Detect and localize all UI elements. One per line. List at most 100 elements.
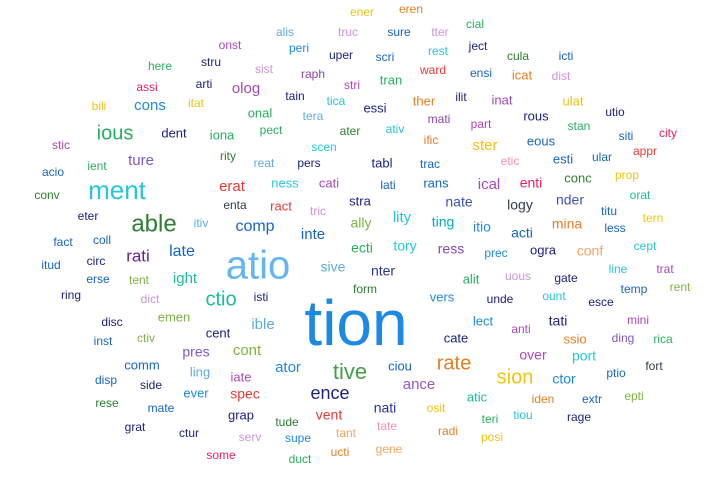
cloud-word-ater: ater xyxy=(340,124,361,138)
cloud-word-ting: ting xyxy=(432,214,455,230)
cloud-word-cula: cula xyxy=(507,49,529,63)
cloud-word-itiv: itiv xyxy=(194,216,209,230)
cloud-word-rous: rous xyxy=(523,108,549,123)
cloud-word-ilit: ilit xyxy=(455,90,467,104)
cloud-word-inat: inat xyxy=(492,92,513,107)
cloud-word-late: late xyxy=(169,243,195,260)
cloud-word-trat: trat xyxy=(656,262,674,276)
cloud-word-ctio: ctio xyxy=(205,288,236,310)
cloud-word-serv: serv xyxy=(239,430,262,444)
cloud-word-itio: itio xyxy=(473,219,491,235)
cloud-word-circ: circ xyxy=(87,254,106,268)
cloud-word-side: side xyxy=(140,378,162,392)
cloud-word-grap: grap xyxy=(228,407,254,422)
cloud-word-ious: ious xyxy=(97,122,134,144)
cloud-word-cent: cent xyxy=(206,325,231,340)
cloud-word-ount: ount xyxy=(542,289,566,303)
cloud-word-ucti: ucti xyxy=(331,445,350,459)
cloud-word-logy: logy xyxy=(507,197,533,213)
cloud-word-dist: dist xyxy=(552,69,571,83)
cloud-word-inte: inte xyxy=(301,226,325,243)
cloud-word-lity: lity xyxy=(393,209,412,226)
cloud-word-tric: tric xyxy=(310,204,326,218)
cloud-word-vers: vers xyxy=(430,289,455,304)
cloud-word-ther: ther xyxy=(413,93,436,108)
cloud-word-comm: comm xyxy=(124,357,159,372)
cloud-word-rest: rest xyxy=(428,44,449,58)
cloud-word-unde: unde xyxy=(487,292,514,306)
cloud-word-onal: onal xyxy=(248,105,273,120)
cloud-word-eter: eter xyxy=(78,209,99,223)
cloud-word-uous: uous xyxy=(505,269,531,283)
cloud-word-teri: teri xyxy=(482,412,499,426)
cloud-word-city: city xyxy=(659,126,677,140)
cloud-word-tate: tate xyxy=(377,419,397,433)
cloud-word-line: line xyxy=(609,262,628,276)
cloud-word-here: here xyxy=(148,59,172,73)
cloud-word-titu: titu xyxy=(601,204,617,218)
cloud-word-coll: coll xyxy=(93,233,111,247)
cloud-word-stan: stan xyxy=(568,119,591,133)
cloud-word-lect: lect xyxy=(473,313,494,328)
cloud-word-onst: onst xyxy=(219,38,242,52)
cloud-word-supe: supe xyxy=(285,431,311,445)
cloud-word-ress: ress xyxy=(438,241,464,257)
cloud-word-posi: posi xyxy=(481,430,503,444)
cloud-word-tain: tain xyxy=(285,89,304,103)
cloud-word-enta: enta xyxy=(223,198,247,212)
cloud-word-mina: mina xyxy=(552,216,583,232)
cloud-word-ling: ling xyxy=(190,364,210,379)
cloud-word-ular: ular xyxy=(592,150,612,164)
cloud-word-trac: trac xyxy=(420,157,440,171)
cloud-word-tude: tude xyxy=(275,415,299,429)
cloud-word-comp: comp xyxy=(235,218,274,235)
cloud-word-tabl: tabl xyxy=(372,155,393,170)
cloud-word-ract: ract xyxy=(270,198,292,213)
cloud-word-peri: peri xyxy=(289,41,309,55)
cloud-word-ensi: ensi xyxy=(470,66,492,80)
cloud-word-disp: disp xyxy=(95,373,117,387)
cloud-word-rans: rans xyxy=(423,175,449,190)
cloud-word-ctiv: ctiv xyxy=(137,331,155,345)
cloud-word-anti: anti xyxy=(511,322,530,336)
cloud-word-ciou: ciou xyxy=(388,358,412,373)
cloud-word-alis: alis xyxy=(276,25,294,39)
cloud-word-orat: orat xyxy=(630,188,651,202)
cloud-word-tiou: tiou xyxy=(513,408,532,422)
cloud-word-nder: nder xyxy=(556,192,584,208)
cloud-word-prop: prop xyxy=(615,168,639,182)
cloud-word-ment: ment xyxy=(88,175,147,205)
cloud-word-ecti: ecti xyxy=(351,240,373,256)
cloud-word-siti: siti xyxy=(619,129,634,143)
cloud-word-atio: atio xyxy=(226,244,291,288)
cloud-word-tive: tive xyxy=(333,359,367,384)
cloud-word-raph: raph xyxy=(301,67,325,81)
cloud-word-ator: ator xyxy=(275,359,301,376)
cloud-word-rica: rica xyxy=(653,332,673,346)
cloud-word-esce: esce xyxy=(588,295,614,309)
cloud-word-cial: cial xyxy=(466,17,484,31)
cloud-word-ally: ally xyxy=(350,215,371,231)
cloud-word-olog: olog xyxy=(232,80,260,97)
cloud-word-gene: gene xyxy=(376,442,403,456)
cloud-word-less: less xyxy=(604,221,625,235)
cloud-word-scen: scen xyxy=(311,140,336,154)
cloud-word-ible: ible xyxy=(251,316,274,333)
cloud-word-epti: epti xyxy=(624,389,643,403)
cloud-word-iate: iate xyxy=(231,369,252,384)
cloud-word-tera: tera xyxy=(303,109,324,123)
cloud-word-itud: itud xyxy=(41,258,60,272)
cloud-word-icti: icti xyxy=(559,49,574,63)
cloud-word-conf: conf xyxy=(577,243,604,259)
cloud-word-rage: rage xyxy=(567,410,591,424)
cloud-word-tant: tant xyxy=(336,426,357,440)
cloud-word-nter: nter xyxy=(371,263,395,279)
cloud-word-cate: cate xyxy=(444,330,469,345)
cloud-word-ical: ical xyxy=(478,176,501,193)
cloud-word-sion: sion xyxy=(497,366,534,388)
cloud-word-ssio: ssio xyxy=(563,331,586,346)
cloud-word-isti: isti xyxy=(254,290,269,304)
cloud-word-stru: stru xyxy=(201,55,221,69)
cloud-word-eren: eren xyxy=(399,2,423,16)
